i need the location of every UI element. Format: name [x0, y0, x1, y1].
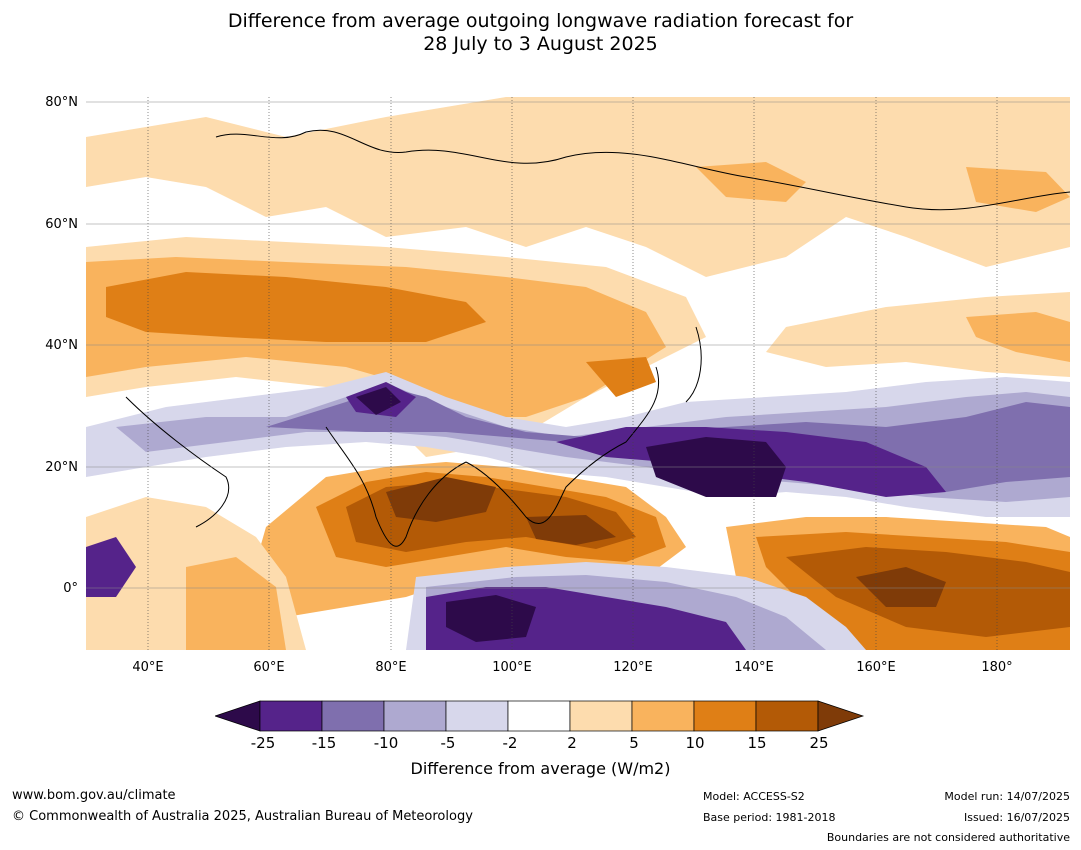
map-gridlines: [147, 97, 998, 650]
lat-label-60n: 60°N: [45, 217, 78, 232]
issued-text: Issued: 16/07/2025: [963, 811, 1070, 824]
lon-label-100e: 100°E: [492, 660, 532, 675]
model-text: Model: ACCESS-S2: [703, 790, 805, 803]
lon-label-160e: 160°E: [856, 660, 896, 675]
lon-label-120e: 120°E: [613, 660, 653, 675]
colorbar-bin: [755, 700, 819, 732]
lon-label-40e: 40°E: [132, 660, 164, 675]
colorbar-bin: [321, 700, 385, 732]
title-line-2: 28 July to 3 August 2025: [423, 33, 658, 55]
lon-label-140e: 140°E: [734, 660, 774, 675]
lat-label-0: 0°: [63, 581, 78, 596]
colorbar-tick: -5: [440, 734, 456, 752]
anomaly-purple-west: [86, 537, 136, 597]
anomaly-light-orange-pacific-north: [766, 292, 1070, 377]
olr-anomaly-map: [86, 97, 1070, 650]
copyright-text: © Commonwealth of Australia 2025, Austra…: [12, 809, 473, 824]
anomaly-darkbrown-indian: [386, 477, 616, 545]
title-line-1: Difference from average outgoing longwav…: [227, 10, 854, 32]
anomaly-orange-pacific-north: [966, 312, 1070, 362]
website-link[interactable]: www.bom.gov.au/climate: [12, 788, 176, 803]
colorbar-bin: [631, 700, 695, 732]
map-svg: [86, 97, 1070, 650]
colorbar-tick: 2: [567, 734, 577, 752]
colorbar-bin: [383, 700, 447, 732]
colorbar-tick: 5: [629, 734, 639, 752]
colorbar-tick: 25: [809, 734, 829, 752]
colorbar-tick: 10: [685, 734, 705, 752]
base-period-text: Base period: 1981-2018: [703, 811, 836, 824]
anomaly-purple-band: [346, 382, 946, 497]
coastline-india: [325, 426, 467, 547]
lat-label-80n: 80°N: [45, 95, 78, 110]
colorbar-bins: [215, 700, 865, 732]
coastline-japan: [685, 326, 702, 403]
map-gridlines-lat: [86, 101, 1070, 589]
colorbar-tick: -10: [373, 734, 399, 752]
colorbar-arrow-low: [215, 700, 261, 732]
map-title: Difference from average outgoing longwav…: [0, 10, 1081, 56]
anomaly-deep-purple-core: [356, 387, 786, 497]
lat-label-40n: 40°N: [45, 338, 78, 353]
anomaly-darker-orange-sw: [186, 557, 286, 650]
colorbar: [215, 700, 865, 732]
anomaly-orange-patch-ne2: [966, 167, 1070, 212]
colorbar-tick: -15: [311, 734, 337, 752]
lon-label-80e: 80°E: [375, 660, 407, 675]
anomaly-darkbrown-wpac: [856, 567, 946, 607]
disclaimer-text: Boundaries are not considered authoritat…: [826, 831, 1070, 844]
lon-label-180: 180°: [981, 660, 1013, 675]
lat-label-20n: 20°N: [45, 460, 78, 475]
model-run-text: Model run: 14/07/2025: [944, 790, 1070, 803]
anomaly-orange-patch-ne: [696, 162, 806, 202]
anomaly-deep-purple-south: [446, 595, 536, 642]
coastline-asia: [215, 129, 1070, 211]
colorbar-bin: [507, 700, 571, 732]
colorbar-tick: -25: [250, 734, 276, 752]
lon-label-60e: 60°E: [253, 660, 285, 675]
colorbar-bin: [569, 700, 633, 732]
colorbar-tick: 15: [747, 734, 767, 752]
colorbar-bin: [693, 700, 757, 732]
coastline-arabia: [125, 396, 230, 528]
colorbar-tick: -2: [502, 734, 518, 752]
anomaly-light-orange-north: [86, 97, 1070, 277]
anomaly-dark-orange-east: [586, 357, 656, 397]
coastline-seasia: [465, 366, 660, 524]
colorbar-title: Difference from average (W/m2): [410, 759, 671, 778]
colorbar-bin: [445, 700, 509, 732]
colorbar-bin: [259, 700, 323, 732]
colorbar-arrow-high: [817, 700, 865, 732]
